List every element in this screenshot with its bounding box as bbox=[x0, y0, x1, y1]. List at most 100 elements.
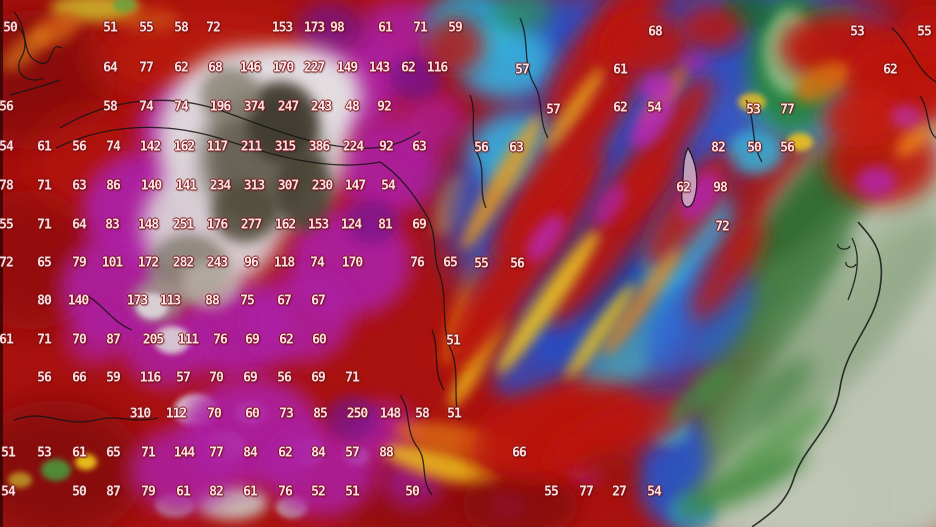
grid-value: 98 bbox=[713, 180, 728, 196]
grid-value: 250 bbox=[346, 406, 369, 422]
grid-value: 69 bbox=[412, 217, 427, 233]
grid-value: 230 bbox=[311, 178, 334, 194]
grid-value: 67 bbox=[277, 293, 292, 309]
grid-value: 54 bbox=[647, 100, 662, 116]
grid-value: 63 bbox=[72, 178, 87, 194]
grid-value: 61 bbox=[378, 20, 393, 36]
grid-value: 76 bbox=[410, 255, 425, 271]
grid-value: 140 bbox=[140, 178, 163, 194]
grid-value: 53 bbox=[37, 445, 52, 461]
grid-value: 88 bbox=[205, 293, 220, 309]
grid-value: 85 bbox=[313, 406, 328, 422]
grid-value: 70 bbox=[209, 370, 224, 386]
grid-value: 205 bbox=[142, 332, 165, 348]
grid-value: 142 bbox=[139, 139, 162, 155]
grid-value: 62 bbox=[278, 445, 293, 461]
grid-value: 59 bbox=[106, 370, 121, 386]
grid-value: 196 bbox=[209, 99, 232, 115]
grid-value: 51 bbox=[345, 484, 360, 500]
grid-value: 62 bbox=[613, 100, 628, 116]
grid-value: 64 bbox=[72, 217, 87, 233]
grid-value: 247 bbox=[277, 99, 300, 115]
grid-value: 71 bbox=[413, 20, 428, 36]
grid-value: 51 bbox=[1, 445, 16, 461]
grid-value: 124 bbox=[340, 217, 363, 233]
grid-value: 61 bbox=[613, 62, 628, 78]
grid-value: 146 bbox=[239, 60, 262, 76]
grid-value: 61 bbox=[176, 484, 191, 500]
grid-value: 51 bbox=[446, 333, 461, 349]
grid-value: 88 bbox=[379, 445, 394, 461]
grid-value: 51 bbox=[103, 20, 118, 36]
grid-value: 81 bbox=[378, 217, 393, 233]
grid-value: 62 bbox=[676, 180, 691, 196]
grid-value: 72 bbox=[715, 219, 730, 235]
grid-value: 162 bbox=[274, 217, 297, 233]
grid-value: 277 bbox=[240, 217, 263, 233]
grid-value: 70 bbox=[72, 332, 87, 348]
grid-value: 147 bbox=[344, 178, 367, 194]
grid-value: 57 bbox=[546, 102, 561, 118]
grid-value: 73 bbox=[279, 406, 294, 422]
grid-value: 243 bbox=[206, 255, 229, 271]
grid-value: 148 bbox=[137, 217, 160, 233]
grid-value: 55 bbox=[0, 217, 14, 233]
grid-value: 243 bbox=[310, 99, 333, 115]
grid-value: 173 bbox=[126, 293, 149, 309]
grid-value: 310 bbox=[129, 406, 152, 422]
grid-value: 69 bbox=[245, 332, 260, 348]
grid-value: 54 bbox=[381, 178, 396, 194]
grid-value: 173 bbox=[303, 20, 326, 36]
grid-value: 170 bbox=[341, 255, 364, 271]
grid-value: 71 bbox=[37, 178, 52, 194]
grid-value: 58 bbox=[415, 406, 430, 422]
grid-value: 153 bbox=[271, 20, 294, 36]
grid-value: 60 bbox=[312, 332, 327, 348]
grid-value: 60 bbox=[245, 406, 260, 422]
grid-value: 71 bbox=[37, 217, 52, 233]
grid-value: 87 bbox=[106, 332, 121, 348]
grid-value: 61 bbox=[72, 445, 87, 461]
grid-value: 62 bbox=[401, 60, 416, 76]
grid-value: 140 bbox=[67, 293, 90, 309]
grid-value: 54 bbox=[0, 139, 14, 155]
grid-value: 98 bbox=[330, 20, 345, 36]
grid-value: 71 bbox=[37, 332, 52, 348]
grid-value: 72 bbox=[206, 20, 221, 36]
grid-value: 62 bbox=[174, 60, 189, 76]
grid-value: 76 bbox=[213, 332, 228, 348]
grid-value: 143 bbox=[368, 60, 391, 76]
grid-value: 67 bbox=[311, 293, 326, 309]
grid-value: 227 bbox=[303, 60, 326, 76]
grid-value: 86 bbox=[106, 178, 121, 194]
grid-value: 52 bbox=[311, 484, 326, 500]
grid-value: 54 bbox=[1, 484, 16, 500]
grid-value: 56 bbox=[474, 140, 489, 156]
grid-value: 70 bbox=[207, 406, 222, 422]
grid-value: 59 bbox=[448, 20, 463, 36]
grid-value: 224 bbox=[342, 139, 365, 155]
grid-value: 56 bbox=[510, 256, 525, 272]
grid-value: 61 bbox=[37, 139, 52, 155]
grid-value: 118 bbox=[273, 255, 296, 271]
grid-value: 144 bbox=[173, 445, 196, 461]
grid-value: 87 bbox=[106, 484, 121, 500]
grid-value: 92 bbox=[377, 99, 392, 115]
grid-value: 386 bbox=[308, 139, 331, 155]
grid-value: 78 bbox=[0, 178, 14, 194]
grid-value: 148 bbox=[379, 406, 402, 422]
grid-value: 162 bbox=[173, 139, 196, 155]
grid-value: 79 bbox=[141, 484, 156, 500]
grid-value: 211 bbox=[240, 139, 263, 155]
grid-value: 75 bbox=[240, 293, 255, 309]
grid-value: 65 bbox=[106, 445, 121, 461]
grid-value: 53 bbox=[746, 102, 761, 118]
grid-value: 82 bbox=[209, 484, 224, 500]
grid-value: 63 bbox=[509, 140, 524, 156]
grid-value: 74 bbox=[310, 255, 325, 271]
grid-value: 65 bbox=[443, 255, 458, 271]
grid-value: 72 bbox=[0, 255, 14, 271]
grid-value: 71 bbox=[345, 370, 360, 386]
grid-value: 84 bbox=[243, 445, 258, 461]
grid-value: 80 bbox=[37, 293, 52, 309]
